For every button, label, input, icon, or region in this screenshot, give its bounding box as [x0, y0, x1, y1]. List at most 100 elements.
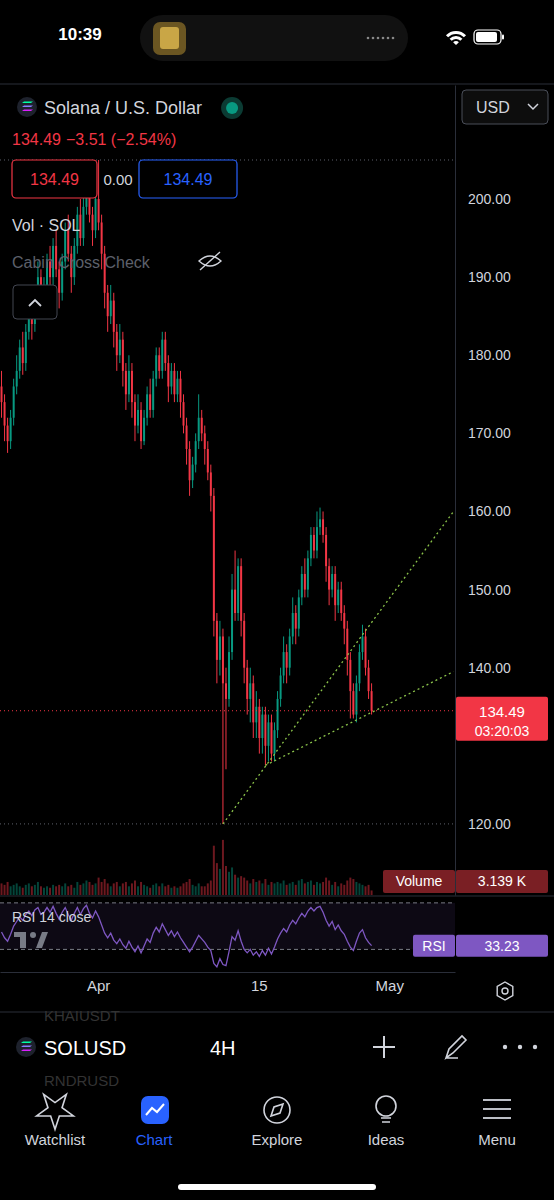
- tab-icon[interactable]: [483, 1108, 511, 1110]
- candle-wick: [113, 293, 114, 348]
- symbol-icon-bar: [22, 110, 33, 112]
- volume-value: 3.139 K: [478, 873, 527, 889]
- candle-wick: [259, 699, 260, 754]
- tab-icon[interactable]: [483, 1099, 511, 1101]
- candle-body: [167, 363, 169, 386]
- rsi-line: [2, 905, 372, 967]
- battery-level: [476, 32, 497, 42]
- buy-price[interactable]: 134.49: [164, 171, 213, 188]
- volume-bar: [277, 882, 279, 895]
- tab-label[interactable]: Menu: [478, 1131, 516, 1148]
- candle-body: [58, 269, 60, 292]
- activity-dot: [372, 37, 375, 40]
- volume-bar: [198, 883, 200, 895]
- tab-label[interactable]: Ideas: [368, 1131, 405, 1148]
- volume-bar: [207, 883, 209, 895]
- volume-bar: [222, 840, 224, 895]
- visibility-toggle[interactable]: [199, 252, 221, 270]
- collapse-chevron[interactable]: [29, 300, 41, 306]
- header-change: −3.51 (−2.54%): [66, 131, 176, 148]
- volume-bar: [292, 882, 294, 895]
- sell-price[interactable]: 134.49: [30, 171, 79, 188]
- tab-icon[interactable]: [37, 1094, 74, 1129]
- volume-bar: [258, 881, 260, 896]
- candle-body: [325, 535, 327, 566]
- volume-bar: [67, 886, 69, 895]
- volume-bar: [325, 878, 327, 895]
- top-separator: [0, 84, 554, 85]
- buy-button[interactable]: [139, 160, 237, 198]
- tick: 200.00: [455, 191, 511, 207]
- toolbar-interval[interactable]: 4H: [210, 1037, 236, 1059]
- candle-body: [340, 590, 342, 613]
- candle-wick: [298, 590, 299, 637]
- tab-icon[interactable]: [264, 1097, 290, 1123]
- tab-icon[interactable]: [381, 1118, 391, 1122]
- collapse-button[interactable]: [13, 285, 57, 319]
- currency-label[interactable]: USD: [476, 99, 510, 116]
- candle-body: [119, 340, 121, 356]
- tab-icon[interactable]: [271, 1104, 283, 1116]
- candle-wick: [10, 410, 11, 449]
- candle-body: [240, 566, 242, 621]
- tab-label[interactable]: Explore: [252, 1131, 303, 1148]
- candle-body: [331, 574, 333, 590]
- last-price-label: 134.49: [479, 703, 525, 720]
- volume-bar: [61, 886, 63, 895]
- more-dot[interactable]: [533, 1045, 537, 1049]
- candle-wick: [222, 629, 223, 824]
- volume-bar: [176, 888, 178, 895]
- tab-icon[interactable]: [376, 1096, 396, 1116]
- eye-slash[interactable]: [200, 252, 220, 270]
- volume-bar: [240, 876, 242, 895]
- candle-body: [316, 527, 318, 550]
- candle-body: [98, 199, 100, 222]
- tab-icon[interactable]: [483, 1117, 511, 1119]
- volume-bar: [152, 885, 154, 895]
- settings-button[interactable]: [497, 982, 513, 1000]
- candle-body: [134, 402, 136, 425]
- candle-body: [216, 621, 218, 660]
- candle-body: [237, 566, 239, 613]
- candle-body: [234, 590, 236, 613]
- tab-icon[interactable]: [141, 1096, 169, 1124]
- volume-bar: [104, 879, 106, 895]
- candle-wick: [341, 582, 342, 621]
- add-button[interactable]: [373, 1036, 395, 1058]
- more-dot[interactable]: [503, 1045, 507, 1049]
- candle-wick: [7, 418, 8, 453]
- candle-body: [249, 683, 251, 699]
- rsi-title: RSI 14 close: [12, 909, 92, 925]
- tick: 120.00: [455, 816, 511, 832]
- candle-wick: [368, 660, 369, 699]
- candle-wick: [1, 371, 2, 418]
- sell-button[interactable]: [12, 160, 97, 198]
- more-dot[interactable]: [518, 1045, 522, 1049]
- volume-bar: [237, 878, 239, 895]
- candle-wick: [241, 558, 242, 636]
- candle-body: [358, 652, 360, 683]
- volume-bar: [189, 879, 191, 895]
- draw-button[interactable]: [446, 1036, 466, 1058]
- tick-label: 150.00: [468, 582, 511, 598]
- tab-icons: [37, 1094, 511, 1129]
- candle-body: [225, 683, 227, 699]
- tab-icon[interactable]: [146, 1104, 164, 1115]
- currency-dropdown[interactable]: [462, 90, 548, 124]
- settings-hexagon[interactable]: [497, 982, 513, 1000]
- candle-body: [274, 730, 276, 753]
- volume-bar: [304, 883, 306, 895]
- candle-body: [113, 301, 115, 332]
- tab-label[interactable]: Watchlist: [25, 1131, 86, 1148]
- range-level-line: [0, 823, 455, 824]
- toolbar-symbol[interactable]: SOLUSD: [44, 1037, 126, 1059]
- settings-center[interactable]: [502, 988, 508, 994]
- tab-label[interactable]: Chart: [136, 1131, 174, 1148]
- candle-wick: [177, 371, 178, 402]
- dropdown-chevron[interactable]: [528, 104, 538, 109]
- volume-bar: [255, 882, 257, 895]
- candle-wick: [144, 410, 145, 445]
- candle-wick: [301, 566, 302, 605]
- last-price-tag: [456, 697, 548, 741]
- rsi-value-tag: [456, 935, 548, 957]
